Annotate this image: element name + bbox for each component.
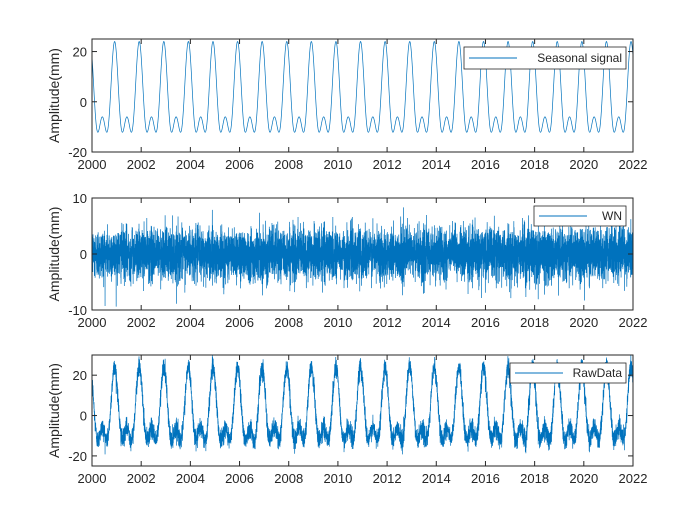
y-axis-label: Amplitude(mm) <box>46 363 62 458</box>
y-tick-label: -20 <box>68 145 87 160</box>
x-tick-label: 2016 <box>471 315 500 330</box>
x-tick-label: 2004 <box>176 315 205 330</box>
y-axis-label: Amplitude(mm) <box>46 207 62 302</box>
x-tick-label: 2018 <box>520 315 549 330</box>
y-tick-label: 0 <box>80 95 87 110</box>
legend: RawData <box>509 362 627 384</box>
legend: Seasonal signal <box>463 46 627 70</box>
x-tick-label: 2012 <box>373 157 402 172</box>
x-tick-label: 2000 <box>78 315 107 330</box>
x-tick-label: 2008 <box>274 315 303 330</box>
x-tick-label: 2020 <box>569 157 598 172</box>
x-tick-label: 2016 <box>471 471 500 486</box>
x-tick-label: 2008 <box>274 471 303 486</box>
x-tick-label: 2006 <box>225 157 254 172</box>
x-tick-label: 2014 <box>422 471 451 486</box>
y-tick-label: 20 <box>73 45 87 60</box>
x-tick-label: 2002 <box>127 471 156 486</box>
legend: WN <box>533 205 627 227</box>
series-line-wn <box>92 207 633 307</box>
x-tick-label: 2014 <box>422 315 451 330</box>
x-tick-label: 2010 <box>323 315 352 330</box>
legend-label: RawData <box>573 366 623 380</box>
x-tick-label: 2006 <box>225 471 254 486</box>
x-tick-label: 2002 <box>127 315 156 330</box>
series-line-rawdata <box>92 355 633 455</box>
x-tick-label: 2012 <box>373 315 402 330</box>
x-tick-label: 2010 <box>323 471 352 486</box>
y-tick-label: 0 <box>80 247 87 262</box>
x-tick-label: 2014 <box>422 157 451 172</box>
y-tick-label: 10 <box>73 191 87 206</box>
x-tick-label: 2022 <box>619 315 648 330</box>
x-tick-label: 2002 <box>127 157 156 172</box>
legend-label: Seasonal signal <box>537 51 622 65</box>
series-line-seasonal-signal <box>92 41 633 133</box>
x-tick-label: 2020 <box>569 315 598 330</box>
x-tick-label: 2004 <box>176 471 205 486</box>
x-tick-label: 2004 <box>176 157 205 172</box>
y-axis-label: Amplitude(mm) <box>46 48 62 143</box>
y-tick-label: 20 <box>73 368 87 383</box>
legend-box <box>509 362 627 384</box>
chart-panel-2: 2000 2002 2004 2006 2008 2010 2012 2014 2016 2018… <box>46 191 647 330</box>
y-tick-label: -20 <box>68 449 87 464</box>
x-tick-label: 2012 <box>373 471 402 486</box>
x-tick-label: 2006 <box>225 315 254 330</box>
legend-label: WN <box>602 209 622 223</box>
x-tick-label: 2018 <box>520 471 549 486</box>
chart-panel-3: 2000 2002 2004 2006 2008 2010 2012 2014 2016 2018… <box>46 354 648 486</box>
x-tick-label: 2000 <box>78 157 107 172</box>
x-tick-label: 2022 <box>619 157 648 172</box>
x-tick-label: 2000 <box>78 471 107 486</box>
axes-box <box>91 38 634 153</box>
x-tick-label: 2008 <box>274 157 303 172</box>
x-tick-label: 2016 <box>471 157 500 172</box>
legend-box <box>463 46 627 70</box>
x-tick-label: 2022 <box>619 471 648 486</box>
y-tick-label: -10 <box>68 303 87 318</box>
x-tick-label: 2010 <box>323 157 352 172</box>
x-tick-label: 2018 <box>520 157 549 172</box>
chart-panel-1: 2000 2002 2004 2006 2008 2010 2012 2014 2016 2018… <box>46 38 648 172</box>
x-tick-label: 2020 <box>569 471 598 486</box>
axes-box <box>91 354 634 467</box>
y-tick-label: 0 <box>80 409 87 424</box>
